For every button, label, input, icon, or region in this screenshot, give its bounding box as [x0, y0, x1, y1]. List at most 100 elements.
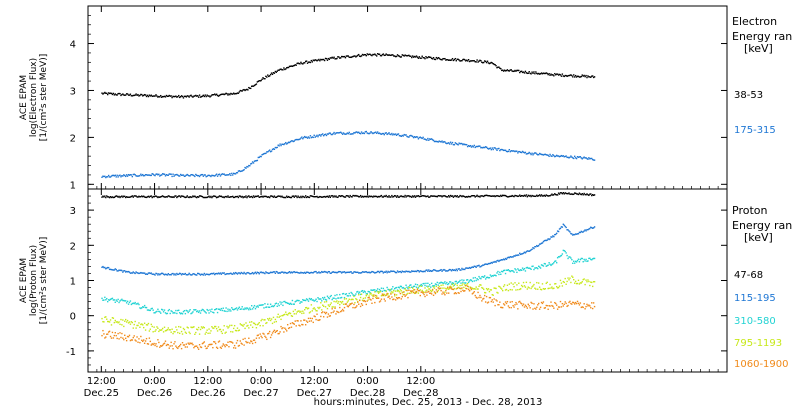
data-point — [452, 285, 455, 287]
data-point — [159, 311, 161, 313]
data-point — [564, 250, 566, 253]
data-point — [175, 95, 177, 97]
data-point — [173, 95, 175, 98]
data-point — [143, 304, 146, 307]
data-point — [104, 195, 106, 197]
data-point — [480, 265, 482, 268]
data-point — [208, 95, 210, 97]
data-point — [402, 286, 404, 289]
data-point — [137, 302, 139, 305]
data-point — [294, 195, 296, 197]
data-point — [446, 281, 448, 284]
data-point — [549, 153, 551, 156]
data-point — [199, 174, 202, 176]
data-point — [308, 196, 311, 199]
data-point — [142, 196, 144, 198]
data-point — [354, 301, 356, 304]
data-point — [293, 196, 296, 198]
data-point — [519, 150, 521, 153]
data-point — [466, 282, 469, 285]
data-point — [432, 286, 435, 288]
data-point — [284, 327, 286, 329]
data-point — [501, 259, 503, 261]
data-point — [124, 94, 126, 96]
data-point — [445, 195, 447, 198]
data-point — [344, 133, 347, 135]
data-point — [364, 300, 367, 303]
data-point — [469, 287, 472, 289]
data-point — [282, 69, 284, 71]
data-point — [227, 195, 229, 197]
data-point — [263, 307, 265, 309]
data-point — [435, 285, 438, 288]
data-point — [113, 94, 116, 96]
data-point — [465, 267, 468, 269]
data-point — [279, 195, 281, 197]
data-point — [189, 175, 191, 177]
data-point — [141, 272, 143, 274]
data-point — [378, 271, 381, 274]
data-point — [287, 302, 290, 305]
data-point — [569, 74, 571, 77]
data-point — [149, 95, 152, 97]
data-point — [159, 175, 161, 177]
data-point — [185, 196, 188, 198]
data-point — [127, 196, 130, 198]
data-point — [146, 324, 149, 326]
data-point — [237, 345, 240, 347]
data-point — [479, 145, 481, 147]
data-point — [386, 271, 388, 274]
data-point — [473, 280, 475, 282]
data-point — [511, 256, 513, 258]
data-point — [319, 306, 321, 309]
data-point — [255, 195, 258, 198]
data-point — [134, 94, 136, 96]
data-point — [537, 153, 540, 156]
data-point — [160, 195, 163, 198]
data-point — [403, 291, 405, 293]
data-point — [346, 271, 349, 274]
data-point — [363, 195, 366, 198]
data-point — [116, 195, 118, 198]
data-point — [342, 310, 345, 312]
data-point — [493, 63, 495, 66]
data-point — [506, 284, 509, 287]
data-point — [448, 281, 451, 283]
data-point — [581, 231, 583, 233]
x-tick-time: 0:00 — [143, 376, 165, 387]
data-point — [250, 308, 252, 311]
data-point — [217, 173, 220, 176]
data-point — [157, 327, 159, 330]
data-point — [245, 340, 247, 343]
data-point — [178, 96, 181, 99]
data-point — [288, 303, 291, 305]
data-point — [354, 195, 356, 197]
data-point — [249, 273, 251, 275]
data-point — [546, 281, 548, 284]
data-point — [514, 268, 516, 270]
data-point — [437, 289, 439, 292]
data-point — [453, 292, 456, 295]
data-point — [591, 302, 593, 304]
data-point — [574, 233, 577, 235]
data-point — [336, 132, 338, 134]
data-point — [313, 300, 315, 302]
data-point — [204, 196, 206, 199]
data-point — [178, 273, 180, 275]
data-point — [564, 192, 566, 194]
data-point — [513, 70, 515, 73]
data-point — [136, 196, 138, 198]
data-point — [263, 319, 265, 321]
data-point — [418, 271, 421, 273]
data-point — [554, 155, 556, 158]
data-point — [178, 332, 181, 335]
data-point — [335, 313, 337, 315]
data-point — [113, 196, 116, 199]
data-point — [143, 93, 146, 96]
data-point — [511, 300, 513, 303]
data-point — [330, 195, 332, 197]
data-point — [321, 59, 323, 61]
data-point — [355, 306, 357, 308]
data-point — [366, 293, 368, 296]
